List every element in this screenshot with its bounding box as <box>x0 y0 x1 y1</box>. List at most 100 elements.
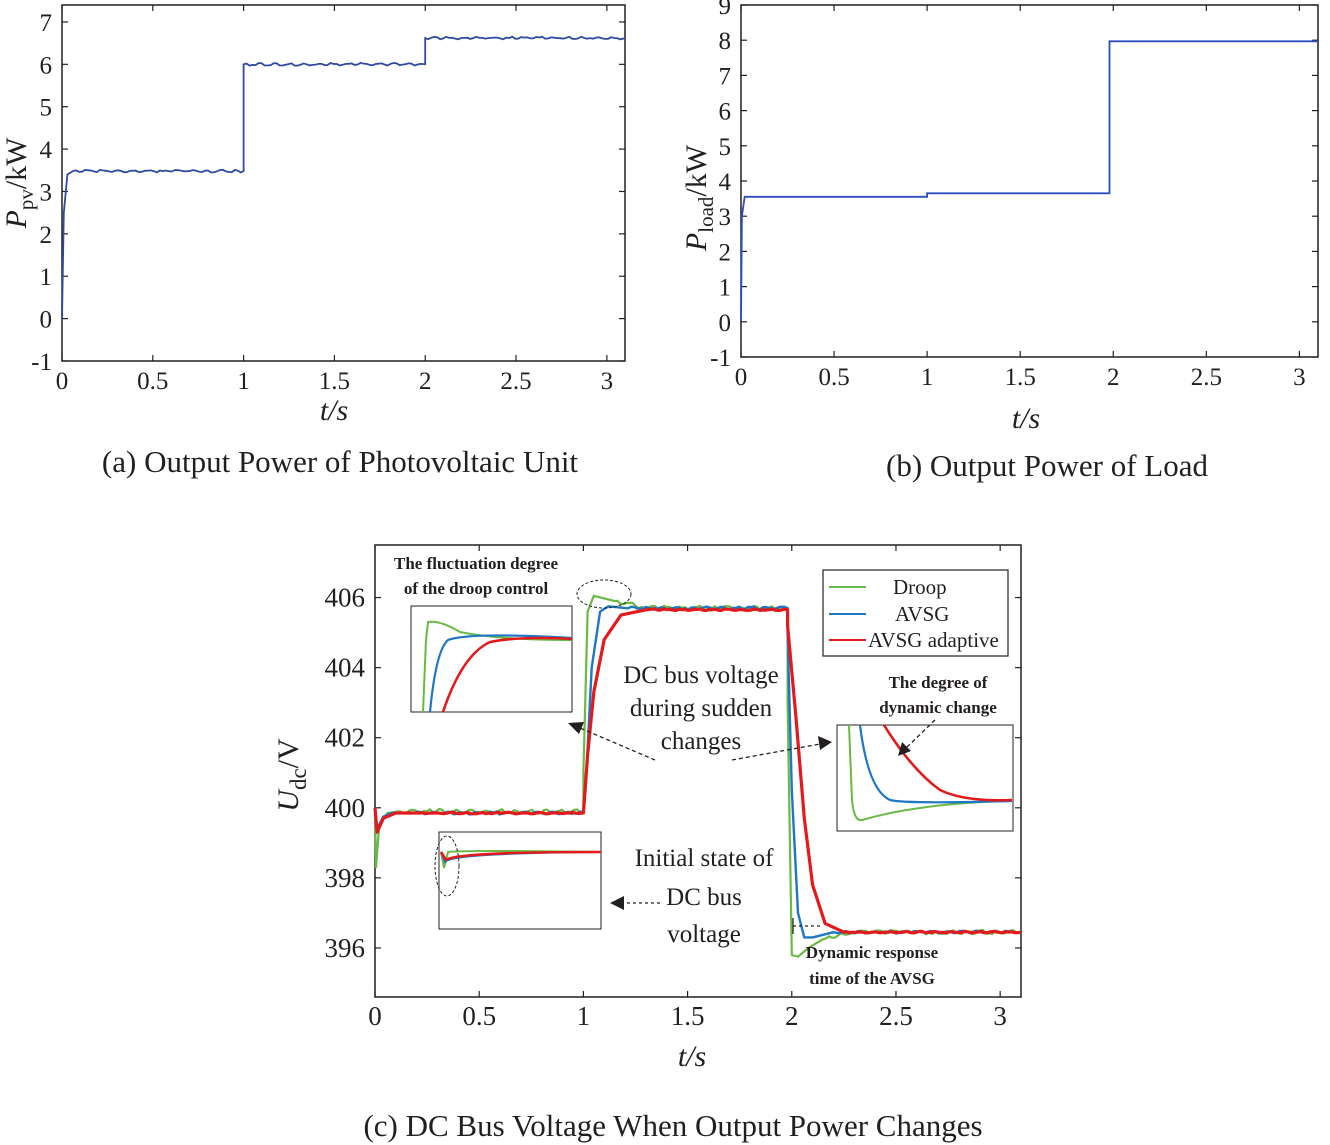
inset-initial-highlight-ellipse <box>434 835 460 897</box>
annot-degree-arrowhead <box>898 742 911 756</box>
chart-a-x-ticks: 0 0.5 1 1.5 2 2.5 3 <box>56 5 613 395</box>
annot-response-line1: Dynamic response <box>806 943 939 962</box>
chart-b-series-pload <box>740 40 1318 322</box>
legend-label-avsg: AVSG <box>895 602 949 626</box>
chart-c-series-group <box>373 594 1022 958</box>
chart-b-x-label: t/s <box>1012 402 1040 435</box>
inset-initial <box>434 831 602 930</box>
a-ytick-label: 1 <box>40 264 53 291</box>
chart-c-caption: (c) DC Bus Voltage When Output Power Cha… <box>363 1108 982 1143</box>
chart-a-plot-area <box>61 4 626 362</box>
a-ytick-label: -1 <box>31 349 52 376</box>
chart-b-y-label: Pload/kW <box>680 144 718 252</box>
annot-initial-line1: Initial state of <box>635 845 775 872</box>
b-ytick-label: 2 <box>719 239 732 266</box>
chart-b-plot-area <box>740 4 1319 358</box>
a-xtick-label: 1 <box>237 368 250 395</box>
a-ytick-label: 4 <box>40 137 53 164</box>
legend-label-avsg-adaptive: AVSG adaptive <box>868 628 999 652</box>
annot-response-line2: time of the AVSG <box>809 969 935 988</box>
b-xtick-label: 3 <box>1293 364 1306 391</box>
b-ytick-label: -1 <box>710 345 731 372</box>
b-xtick-label: 0 <box>735 364 748 391</box>
legend-label-droop: Droop <box>893 575 947 599</box>
chart-c-legend: Droop AVSG AVSG adaptive <box>822 569 1009 657</box>
c-ytick-label: 396 <box>325 933 366 963</box>
annot-dc-change-arrowhead-left <box>568 722 584 734</box>
b-ytick-label: 0 <box>719 310 732 337</box>
chart-c-series-avsg-adaptive <box>373 607 1022 935</box>
chart-a-y-ticks: -1 0 1 2 3 4 5 6 7 <box>31 10 625 376</box>
c-ytick-label: 402 <box>325 723 366 753</box>
a-ytick-label: 7 <box>40 10 53 37</box>
annot-dc-change-arrowhead-right <box>818 736 832 750</box>
c-xtick-label: 2.5 <box>879 1001 913 1031</box>
c-ytick-label: 404 <box>325 653 366 683</box>
c-xtick-label: 0.5 <box>462 1001 496 1031</box>
a-xtick-label: 2 <box>419 368 432 395</box>
inset-initial-frame <box>438 831 602 930</box>
c-xtick-label: 1.5 <box>671 1001 705 1031</box>
b-xtick-label: 2 <box>1107 364 1120 391</box>
chart-c-x-ticks: 0 0.5 1 1.5 2 2.5 3 <box>368 545 1007 1031</box>
annot-degree-line1: The degree of <box>889 673 988 692</box>
chart-b-caption: (b) Output Power of Load <box>886 448 1208 483</box>
b-xtick-label: 1 <box>921 364 934 391</box>
annot-dc-change-line2: during sudden <box>630 695 773 722</box>
b-xtick-label: 1.5 <box>1005 364 1036 391</box>
b-ytick-label: 9 <box>719 0 732 20</box>
b-ytick-label: 6 <box>719 99 732 126</box>
chart-a-y-label: Ppv/kW <box>0 137 38 230</box>
chart-c: 0 0.5 1 1.5 2 2.5 3 396 398 400 402 404 406 Droop A… <box>272 544 1022 1143</box>
annot-initial-line2: DC bus <box>666 884 742 911</box>
c-xtick-label: 3 <box>993 1001 1007 1031</box>
chart-b-y-ticks: -1 0 1 2 3 4 5 6 7 8 9 <box>710 0 1318 372</box>
chart-b-x-ticks: 0 0.5 1 1.5 2 2.5 3 <box>735 5 1306 391</box>
c-ytick-label: 406 <box>325 583 366 613</box>
b-xtick-label: 0.5 <box>818 364 849 391</box>
inset-step-up <box>410 605 573 713</box>
chart-c-y-ticks: 396 398 400 402 404 406 <box>325 583 1021 963</box>
a-xtick-label: 3 <box>601 368 614 395</box>
inset-initial-adaptive <box>439 850 602 862</box>
inset-step-up-adaptive <box>441 636 573 713</box>
annot-initial-line3: voltage <box>667 921 741 948</box>
chart-c-x-label: t/s <box>678 1040 706 1073</box>
chart-a-x-label: t/s <box>320 394 348 427</box>
b-ytick-label: 7 <box>719 63 732 90</box>
annot-initial-arrowhead <box>610 896 624 910</box>
c-xtick-label: 0 <box>368 1001 382 1031</box>
annot-fluctuation-line1: The fluctuation degree <box>394 554 558 573</box>
overshoot-highlight-ellipse <box>576 579 632 609</box>
a-ytick-label: 5 <box>40 95 53 122</box>
chart-a-caption: (a) Output Power of Photovoltaic Unit <box>102 444 579 479</box>
chart-a-series-ppv <box>61 35 626 319</box>
b-ytick-label: 3 <box>719 204 732 231</box>
inset-step-down <box>836 724 1014 832</box>
c-ytick-label: 400 <box>325 793 366 823</box>
c-xtick-label: 2 <box>785 1001 799 1031</box>
a-xtick-label: 0.5 <box>137 368 168 395</box>
b-xtick-label: 2.5 <box>1191 364 1222 391</box>
a-xtick-label: 0 <box>56 368 69 395</box>
chart-c-y-label: Udc/V <box>272 738 311 812</box>
c-ytick-label: 398 <box>325 863 366 893</box>
annot-dc-change-arrow-right <box>731 743 821 761</box>
a-ytick-label: 0 <box>40 307 53 334</box>
inset-step-down-avsg <box>858 724 1013 804</box>
annot-dc-change-line3: changes <box>661 728 742 755</box>
inset-step-down-adaptive <box>882 724 1013 802</box>
a-ytick-label: 3 <box>40 179 53 206</box>
chart-c-plot-area <box>374 544 1022 998</box>
annot-degree-line2: dynamic change <box>879 698 997 717</box>
a-ytick-label: 2 <box>40 222 53 249</box>
a-xtick-label: 2.5 <box>500 368 531 395</box>
annot-dc-change-line1: DC bus voltage <box>623 662 779 689</box>
b-ytick-label: 4 <box>719 169 732 196</box>
b-ytick-label: 1 <box>719 275 732 302</box>
inset-step-up-avsg <box>428 634 573 713</box>
b-ytick-label: 5 <box>719 134 732 161</box>
